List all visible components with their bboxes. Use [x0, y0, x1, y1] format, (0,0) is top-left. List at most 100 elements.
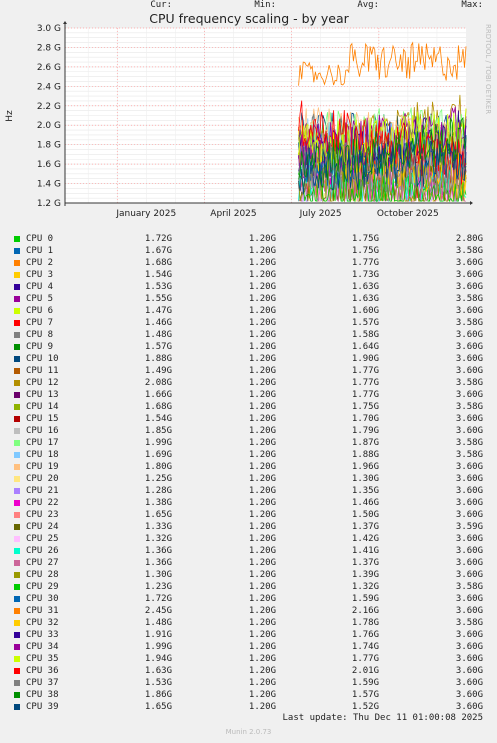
legend-row: CPU 25 1.32G 1.20G 1.42G 3.60G [0, 534, 497, 546]
legend-row: CPU 18 1.69G 1.20G 1.88G 3.58G [0, 450, 497, 462]
legend-row: CPU 22 1.38G 1.20G 1.46G 3.60G [0, 498, 497, 510]
legend-row: CPU 1 1.67G 1.20G 1.75G 3.58G [0, 246, 497, 258]
legend-cur: 1.28G [144, 486, 172, 496]
legend-avg: 1.77G [351, 390, 379, 400]
legend-name: CPU 27 [26, 558, 59, 568]
chart-title: CPU frequency scaling - by year [149, 11, 349, 26]
legend-row: CPU 32 1.48G 1.20G 1.78G 3.58G [0, 618, 497, 630]
legend-name: CPU 39 [26, 702, 59, 712]
legend-avg: 1.57G [351, 318, 379, 328]
legend-avg: 1.59G [351, 678, 379, 688]
legend-min: 1.20G [248, 378, 276, 388]
legend-max: 3.60G [455, 630, 483, 640]
legend-name: CPU 0 [26, 234, 54, 244]
y-axis-label: Hz [5, 110, 15, 122]
legend-cur: 1.33G [144, 522, 172, 532]
legend-cur: 1.36G [144, 546, 172, 556]
legend-cur: 1.46G [144, 318, 172, 328]
legend-row: CPU 28 1.30G 1.20G 1.39G 3.60G [0, 570, 497, 582]
legend-swatch [14, 668, 20, 674]
legend-avg: 1.35G [351, 486, 379, 496]
series-line-cpu-39 [298, 134, 467, 195]
legend-row: CPU 9 1.57G 1.20G 1.64G 3.60G [0, 342, 497, 354]
legend-max: 3.60G [455, 510, 483, 520]
legend-max: 3.60G [455, 426, 483, 436]
legend-name: CPU 17 [26, 438, 59, 448]
legend-swatch [14, 380, 20, 386]
legend-swatch [14, 248, 20, 254]
legend-swatch [14, 488, 20, 494]
legend-max: 3.60G [455, 474, 483, 484]
legend-row: CPU 17 1.99G 1.20G 1.87G 3.58G [0, 438, 497, 450]
legend-row: CPU 13 1.66G 1.20G 1.77G 3.60G [0, 390, 497, 402]
legend-row: CPU 34 1.99G 1.20G 1.74G 3.60G [0, 642, 497, 654]
legend-avg: 1.90G [351, 354, 379, 364]
legend-max: 3.60G [455, 270, 483, 280]
col-header-cur: Cur: [150, 0, 172, 10]
legend-name: CPU 24 [26, 522, 59, 532]
y-tick-label: 2.0 G [37, 121, 61, 131]
series-layer [298, 41, 467, 203]
legend-min: 1.20G [248, 510, 276, 520]
legend-swatch [14, 680, 20, 686]
legend-row: CPU 39 1.65G 1.20G 1.52G 3.60G [0, 702, 497, 714]
legend-row: CPU 11 1.49G 1.20G 1.77G 3.60G [0, 366, 497, 378]
legend-row: CPU 14 1.68G 1.20G 1.75G 3.58G [0, 402, 497, 414]
legend-name: CPU 18 [26, 450, 59, 460]
legend-max: 3.60G [455, 534, 483, 544]
legend-max: 3.60G [455, 690, 483, 700]
legend-swatch [14, 428, 20, 434]
legend-name: CPU 31 [26, 606, 59, 616]
legend-row: CPU 38 1.86G 1.20G 1.57G 3.60G [0, 690, 497, 702]
legend-cur: 1.48G [144, 618, 172, 628]
legend-name: CPU 9 [26, 342, 54, 352]
legend-min: 1.20G [248, 618, 276, 628]
legend-cur: 1.30G [144, 570, 172, 580]
legend-name: CPU 13 [26, 390, 59, 400]
legend-max: 2.80G [455, 234, 483, 244]
legend-swatch [14, 320, 20, 326]
legend-avg: 1.42G [351, 534, 379, 544]
legend-name: CPU 10 [26, 354, 59, 364]
legend-swatch [14, 404, 20, 410]
legend-max: 3.58G [455, 582, 483, 592]
legend-swatch [14, 620, 20, 626]
legend-swatch [14, 644, 20, 650]
legend-max: 3.60G [455, 642, 483, 652]
legend-min: 1.20G [248, 570, 276, 580]
legend-row: CPU 3 1.54G 1.20G 1.73G 3.60G [0, 270, 497, 282]
legend-min: 1.20G [248, 234, 276, 244]
legend-row: CPU 16 1.85G 1.20G 1.79G 3.60G [0, 426, 497, 438]
legend-name: CPU 30 [26, 594, 59, 604]
legend-row: CPU 12 2.08G 1.20G 1.77G 3.58G [0, 378, 497, 390]
legend-name: CPU 16 [26, 426, 59, 436]
legend-max: 3.58G [455, 378, 483, 388]
x-tick-label: January 2025 [115, 209, 176, 219]
legend-max: 3.60G [455, 462, 483, 472]
legend-avg: 1.39G [351, 570, 379, 580]
legend-max: 3.58G [455, 402, 483, 412]
col-header-max: Max: [461, 0, 483, 10]
legend-avg: 1.50G [351, 510, 379, 520]
legend-min: 1.20G [248, 306, 276, 316]
legend-name: CPU 6 [26, 306, 54, 316]
series-line-cpu-31 [298, 41, 467, 86]
legend-max: 3.60G [455, 342, 483, 352]
legend-avg: 1.30G [351, 474, 379, 484]
legend-swatch [14, 656, 20, 662]
legend-cur: 1.99G [144, 642, 172, 652]
legend-name: CPU 34 [26, 642, 59, 652]
legend-min: 1.20G [248, 414, 276, 424]
legend-avg: 1.87G [351, 438, 379, 448]
y-axis-arrow [63, 21, 67, 24]
legend-row: CPU 24 1.33G 1.20G 1.37G 3.59G [0, 522, 497, 534]
legend-max: 3.60G [455, 414, 483, 424]
legend-avg: 1.63G [351, 282, 379, 292]
legend-cur: 1.99G [144, 438, 172, 448]
legend-avg: 1.78G [351, 618, 379, 628]
legend-max: 3.60G [455, 306, 483, 316]
legend-cur: 1.63G [144, 666, 172, 676]
legend-avg: 1.58G [351, 330, 379, 340]
legend-row: CPU 0 1.72G 1.20G 1.75G 2.80G [0, 234, 497, 246]
legend-swatch [14, 440, 20, 446]
